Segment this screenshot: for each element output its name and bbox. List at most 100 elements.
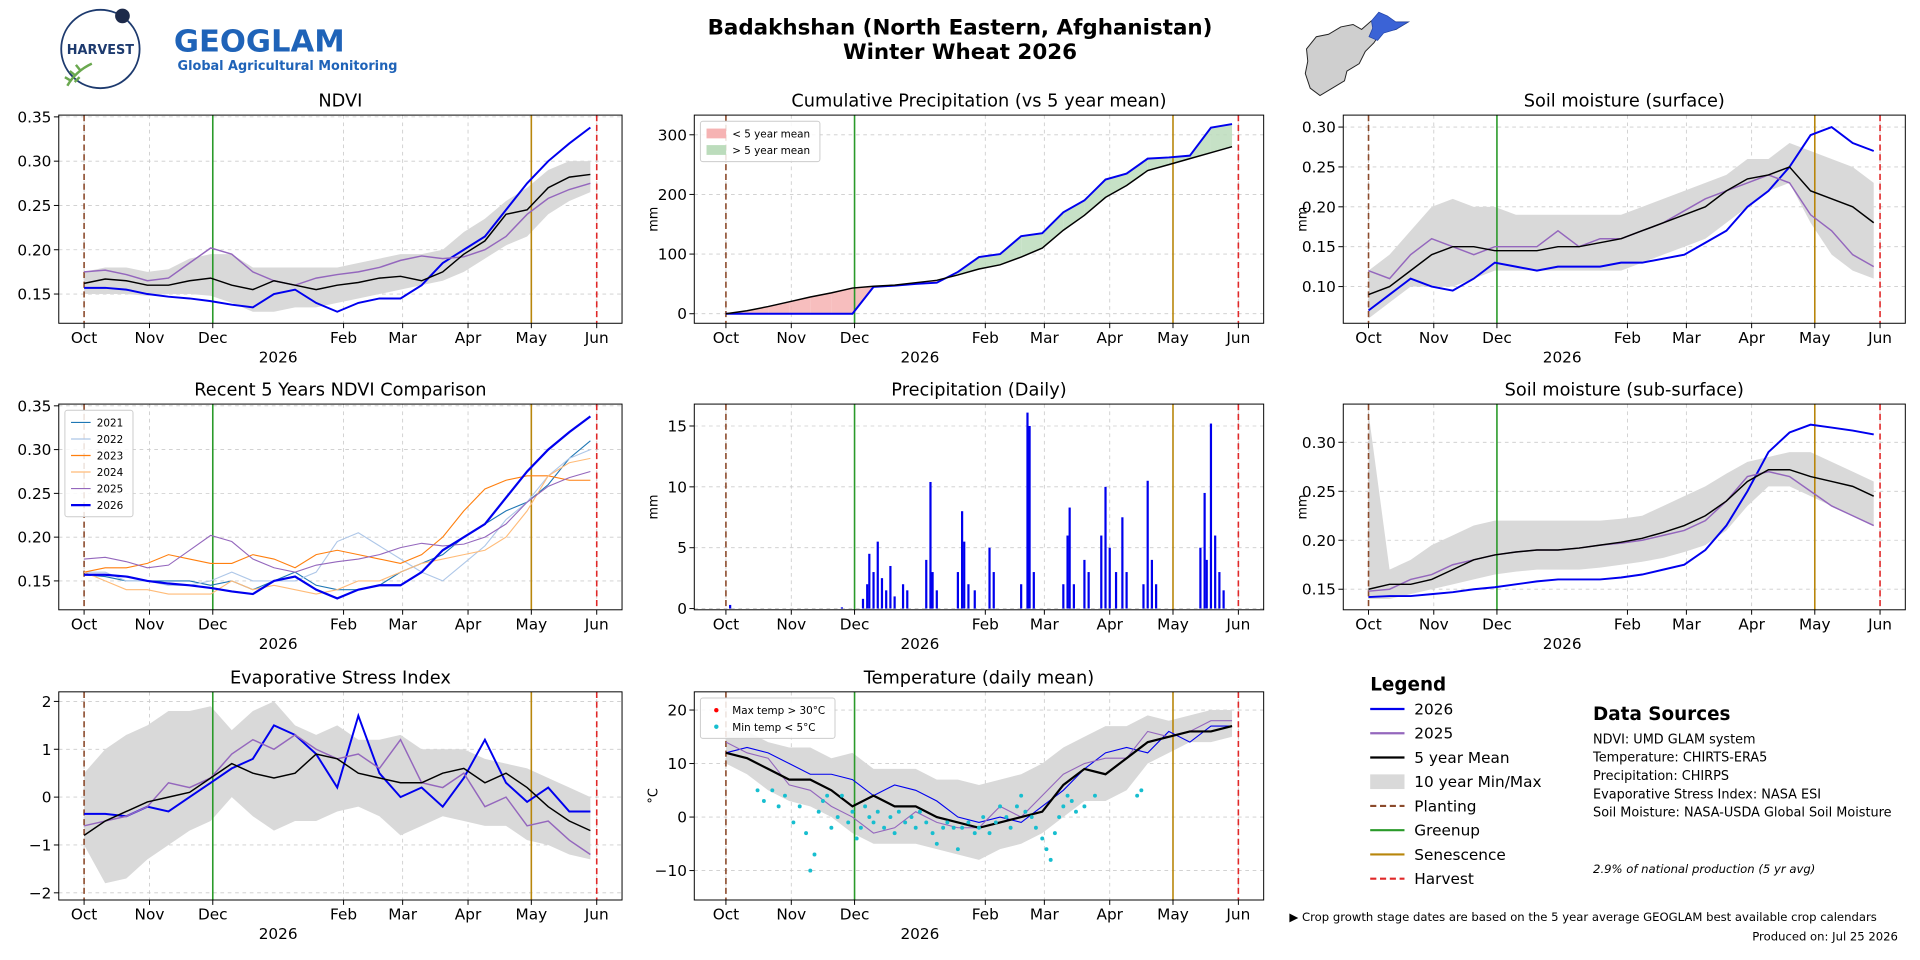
- y-tick-label: 0: [677, 809, 687, 827]
- y-tick-label: 0.30: [17, 153, 51, 171]
- axes-frame: [693, 114, 1265, 324]
- bar: [963, 541, 966, 609]
- x-tick-label: Jun: [1225, 615, 1250, 633]
- sources-title: Data Sources: [1593, 704, 1730, 725]
- series-line: [84, 712, 591, 818]
- marker-point: [825, 793, 830, 798]
- produced-date: Produced on: Jul 25 2026: [1752, 929, 1898, 943]
- chart-title: Temperature (daily mean): [863, 668, 1094, 688]
- marker-point: [1061, 804, 1066, 809]
- geoglam-logo: GEOGLAM Global Agricultural Monitoring: [174, 24, 398, 73]
- marker-point: [820, 799, 825, 803]
- bar: [1209, 423, 1213, 609]
- legend-box: [699, 697, 836, 739]
- x-tick-label: Mar: [388, 615, 418, 633]
- marker-point: [1019, 793, 1024, 798]
- marker-point: [1023, 809, 1028, 814]
- x-tick-label: Nov: [776, 906, 806, 924]
- bar: [872, 572, 875, 609]
- marker-point: [829, 825, 834, 830]
- bar: [1222, 590, 1225, 609]
- bar: [992, 572, 995, 609]
- x-axis-label: 2026: [900, 925, 939, 943]
- min-max-band: [84, 701, 591, 884]
- difference-fill: [810, 292, 832, 314]
- x-tick-label: Jun: [1225, 906, 1250, 924]
- y-tick-label: 0.20: [1302, 198, 1336, 216]
- bar: [935, 590, 938, 609]
- x-tick-label: Feb: [972, 906, 999, 924]
- x-axis-label: 2026: [259, 925, 298, 943]
- x-tick-label: Jun: [584, 329, 609, 347]
- chart-panel: Cumulative Precipitation (vs 5 year mean…: [647, 92, 1265, 366]
- x-tick-label: Mar: [1030, 329, 1060, 347]
- x-tick-label: Feb: [1614, 329, 1641, 347]
- x-tick-label: Feb: [330, 906, 357, 924]
- y-tick-label: 5: [677, 539, 687, 557]
- plot-area: [1367, 115, 1881, 324]
- plot-area: [725, 115, 1240, 324]
- bar: [906, 590, 909, 609]
- chart-panel: Temperature (daily mean) °C Oct Nov Dec Feb Ma…: [647, 668, 1265, 943]
- bar: [1104, 486, 1107, 609]
- marker-point: [896, 809, 901, 814]
- y-tick-label: 0.30: [1302, 119, 1336, 137]
- series-line: [84, 470, 591, 573]
- chart-legend: < 5 year mean > 5 year mean: [699, 120, 821, 163]
- marker-point: [804, 831, 809, 836]
- x-tick-label: Dec: [840, 615, 870, 633]
- x-tick-label: Oct: [713, 906, 739, 924]
- marker-point: [1135, 793, 1140, 798]
- y-tick-label: 20: [667, 702, 686, 720]
- plot-area: [83, 691, 598, 900]
- chart-panel: Soil moisture (surface) mm Oct Nov Dec Feb Mar…: [1296, 92, 1906, 366]
- bar: [729, 604, 732, 609]
- chart-panel: Precipitation (Daily) mm Oct Nov Dec Feb Mar Ap…: [647, 381, 1265, 653]
- marker-point: [987, 831, 992, 836]
- y-tick-label: 0.15: [17, 286, 51, 304]
- y-axis-label: mm: [1296, 207, 1311, 232]
- marker-point: [776, 804, 781, 809]
- series-line: [1368, 468, 1875, 590]
- marker-point: [858, 825, 863, 830]
- y-tick-label: 0.20: [17, 241, 51, 259]
- y-axis-label: mm: [647, 207, 662, 232]
- legend-label: 5 year Mean: [1414, 749, 1509, 767]
- chart-panel: Soil moisture (sub-surface) mm Oct Nov Dec Fe…: [1296, 381, 1906, 653]
- marker-point: [917, 809, 922, 814]
- series-line: [1368, 423, 1874, 599]
- bar: [1083, 559, 1086, 609]
- legend-label: Senescence: [1414, 846, 1506, 864]
- x-tick-label: Oct: [713, 615, 739, 633]
- axes-frame: [693, 691, 1265, 901]
- bar: [1205, 559, 1208, 609]
- x-tick-label: Oct: [71, 329, 97, 347]
- y-tick-label: 1: [42, 741, 52, 759]
- marker-point: [977, 825, 981, 830]
- series-line: [83, 457, 591, 595]
- bar: [1068, 507, 1071, 609]
- y-tick-label: 0.15: [1302, 238, 1336, 256]
- x-tick-label: Feb: [1614, 615, 1641, 633]
- axes-frame: [58, 691, 623, 901]
- logo-ring: [60, 8, 141, 90]
- legend-swatch: [1370, 774, 1405, 790]
- bar: [1199, 547, 1202, 609]
- difference-fill: [831, 288, 853, 314]
- min-max-band: [1368, 143, 1874, 319]
- marker-point: [941, 825, 946, 830]
- x-tick-label: Nov: [135, 329, 165, 347]
- legend-box: [64, 409, 134, 518]
- marker-point: [1093, 793, 1097, 798]
- marker-point: [892, 831, 897, 836]
- x-tick-label: Dec: [840, 906, 870, 924]
- marker-point: [1044, 847, 1049, 852]
- figure-title: Badakhshan (North Eastern, Afghanistan): [708, 15, 1213, 40]
- logo-dot: [115, 8, 130, 24]
- bar: [1150, 559, 1154, 609]
- bar: [1100, 535, 1103, 609]
- bar: [880, 578, 884, 609]
- source-line: Evaporative Stress Index: NASA ESI: [1593, 787, 1821, 802]
- marker-point: [882, 825, 887, 830]
- legend-label: Greenup: [1414, 822, 1480, 840]
